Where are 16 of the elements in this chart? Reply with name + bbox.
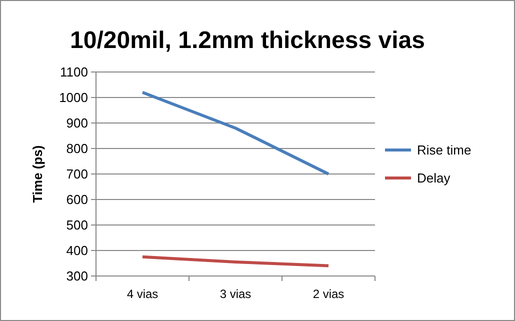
y-tick-label: 1100 — [60, 64, 88, 80]
legend-label: Rise time — [417, 142, 472, 158]
y-tick-label: 900 — [66, 116, 88, 131]
x-tick-label: 2 vias — [312, 287, 344, 301]
legend-label: Delay — [417, 170, 451, 186]
y-tick-label: 800 — [66, 141, 88, 156]
y-tick-label: 500 — [66, 218, 88, 233]
y-tick-label: 600 — [66, 192, 88, 208]
x-tick-label: 4 vias — [126, 287, 158, 301]
y-tick-label: 400 — [66, 243, 88, 258]
x-tick-label: 3 vias — [220, 287, 252, 301]
y-tick-label: 1000 — [59, 90, 88, 106]
y-tick-label: 300 — [66, 268, 88, 284]
y-tick-label: 700 — [66, 166, 88, 182]
chart-title: 10/20mil, 1.2mm thickness vias — [70, 27, 425, 54]
y-axis-title: Time (ps) — [30, 145, 45, 203]
